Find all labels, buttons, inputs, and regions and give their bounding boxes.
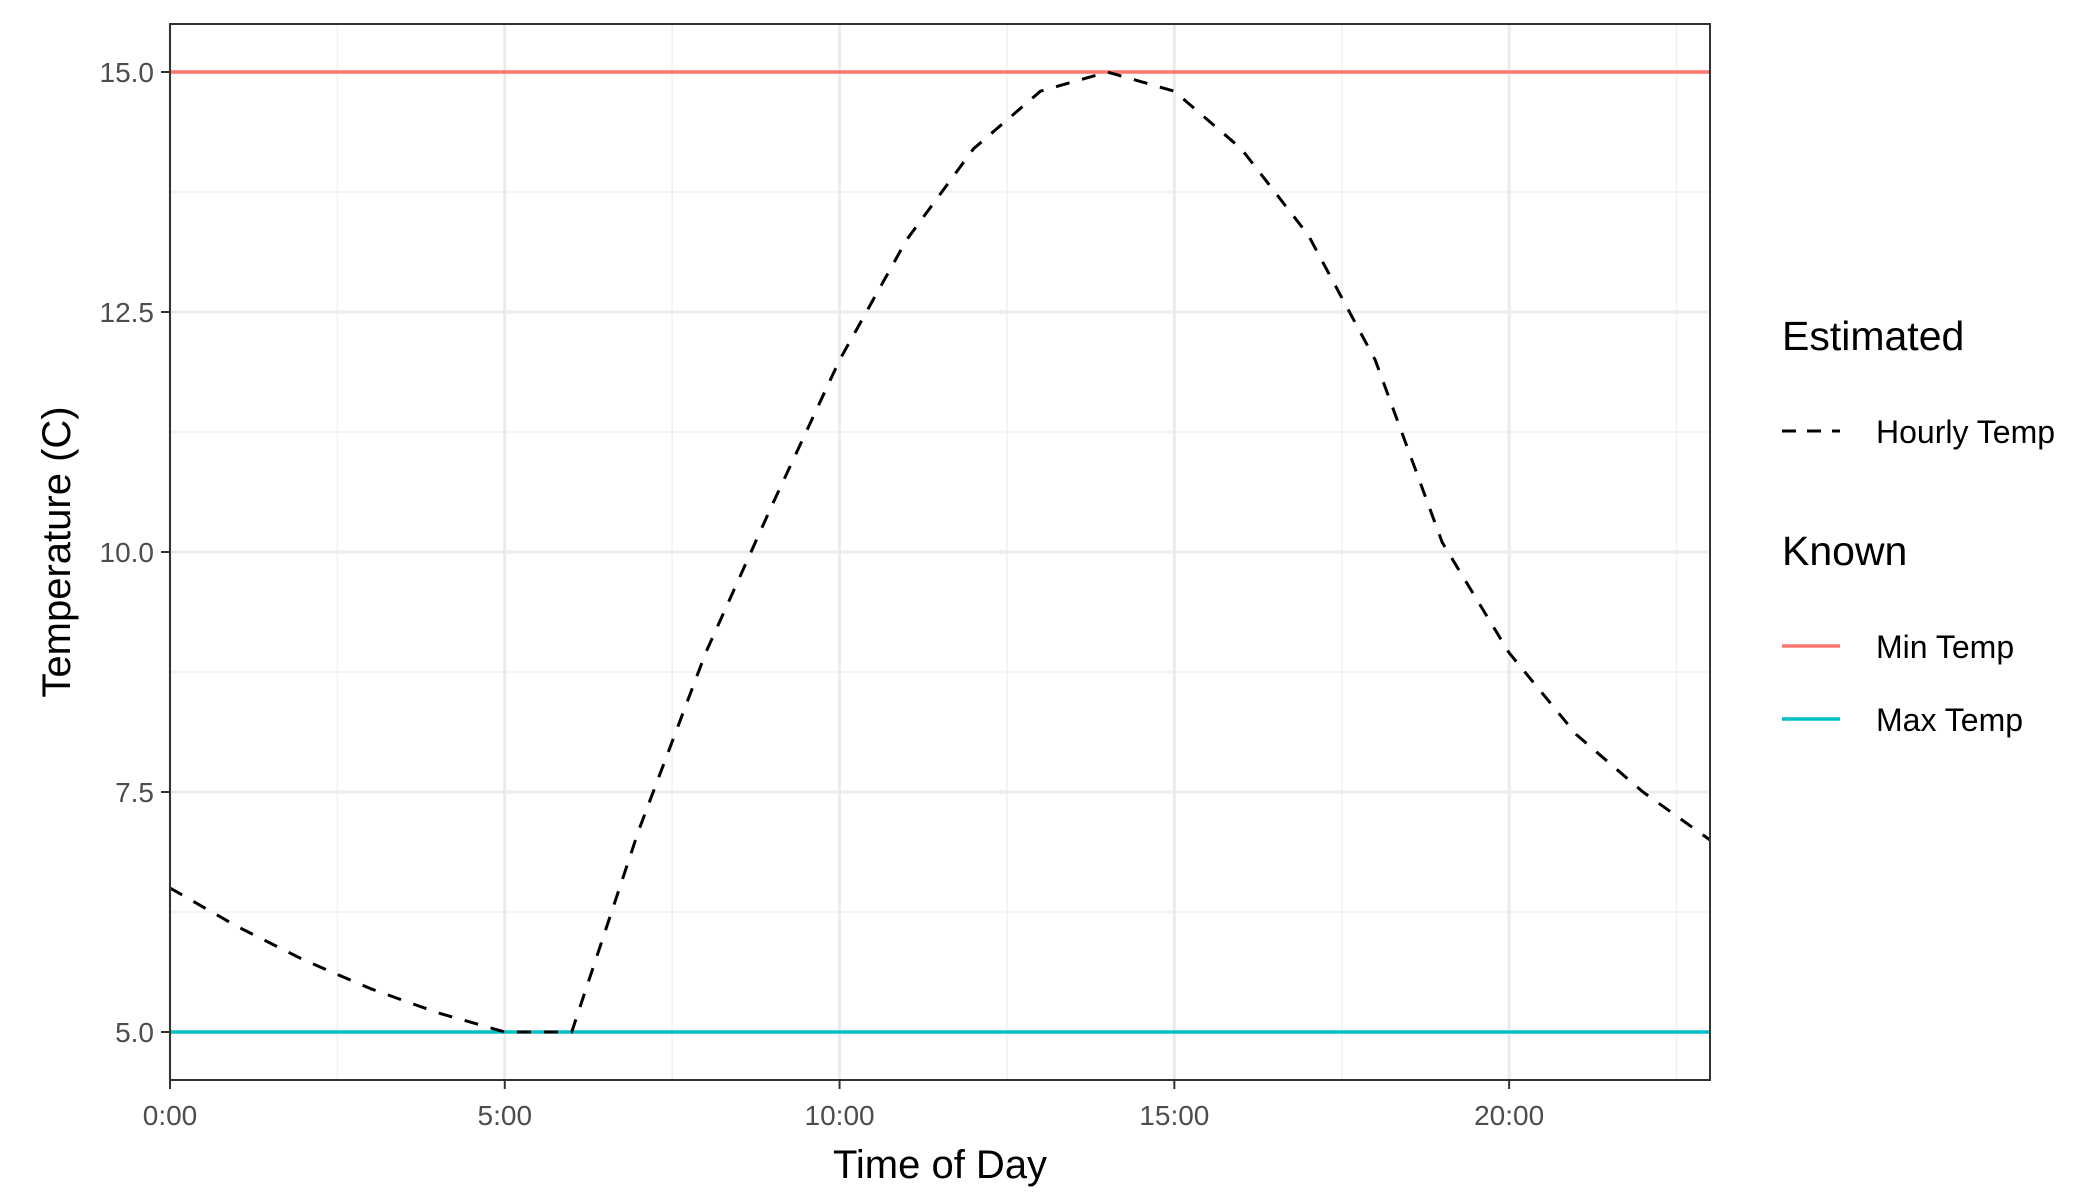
x-tick-label: 0:00 [143,1100,198,1131]
legend-label-min-temp: Min Temp [1876,629,2014,665]
y-axis: 5.0 7.5 10.0 12.5 15.0 [100,57,170,1048]
x-axis: 0:00 5:00 10:00 15:00 20:00 [143,1080,1544,1131]
legend-title: Estimated [1782,313,1964,359]
series-line-hourly-temp [169,70,1711,1034]
legend-label-max-temp: Max Temp [1876,702,2023,738]
y-tick-label: 10.0 [100,537,155,568]
y-tick-label: 15.0 [100,57,155,88]
x-tick-label: 5:00 [478,1100,533,1131]
x-axis-title: Time of Day [833,1143,1047,1187]
y-tick-label: 5.0 [115,1017,154,1048]
y-tick-label: 12.5 [100,297,155,328]
y-tick-label: 7.5 [115,777,154,808]
legend-label-hourly-temp: Hourly Temp [1876,414,2055,450]
x-tick-label: 15:00 [1139,1100,1209,1131]
legend-title: Known [1782,528,1907,574]
legend: Estimated Hourly Temp Known Min Temp Max Tem… [1782,313,2055,738]
y-axis-title: Temperature (C) [35,406,79,697]
x-tick-label: 10:00 [805,1100,875,1131]
series-layer [169,70,1711,1034]
x-tick-label: 20:00 [1474,1100,1544,1131]
gridlines [168,24,1710,1080]
